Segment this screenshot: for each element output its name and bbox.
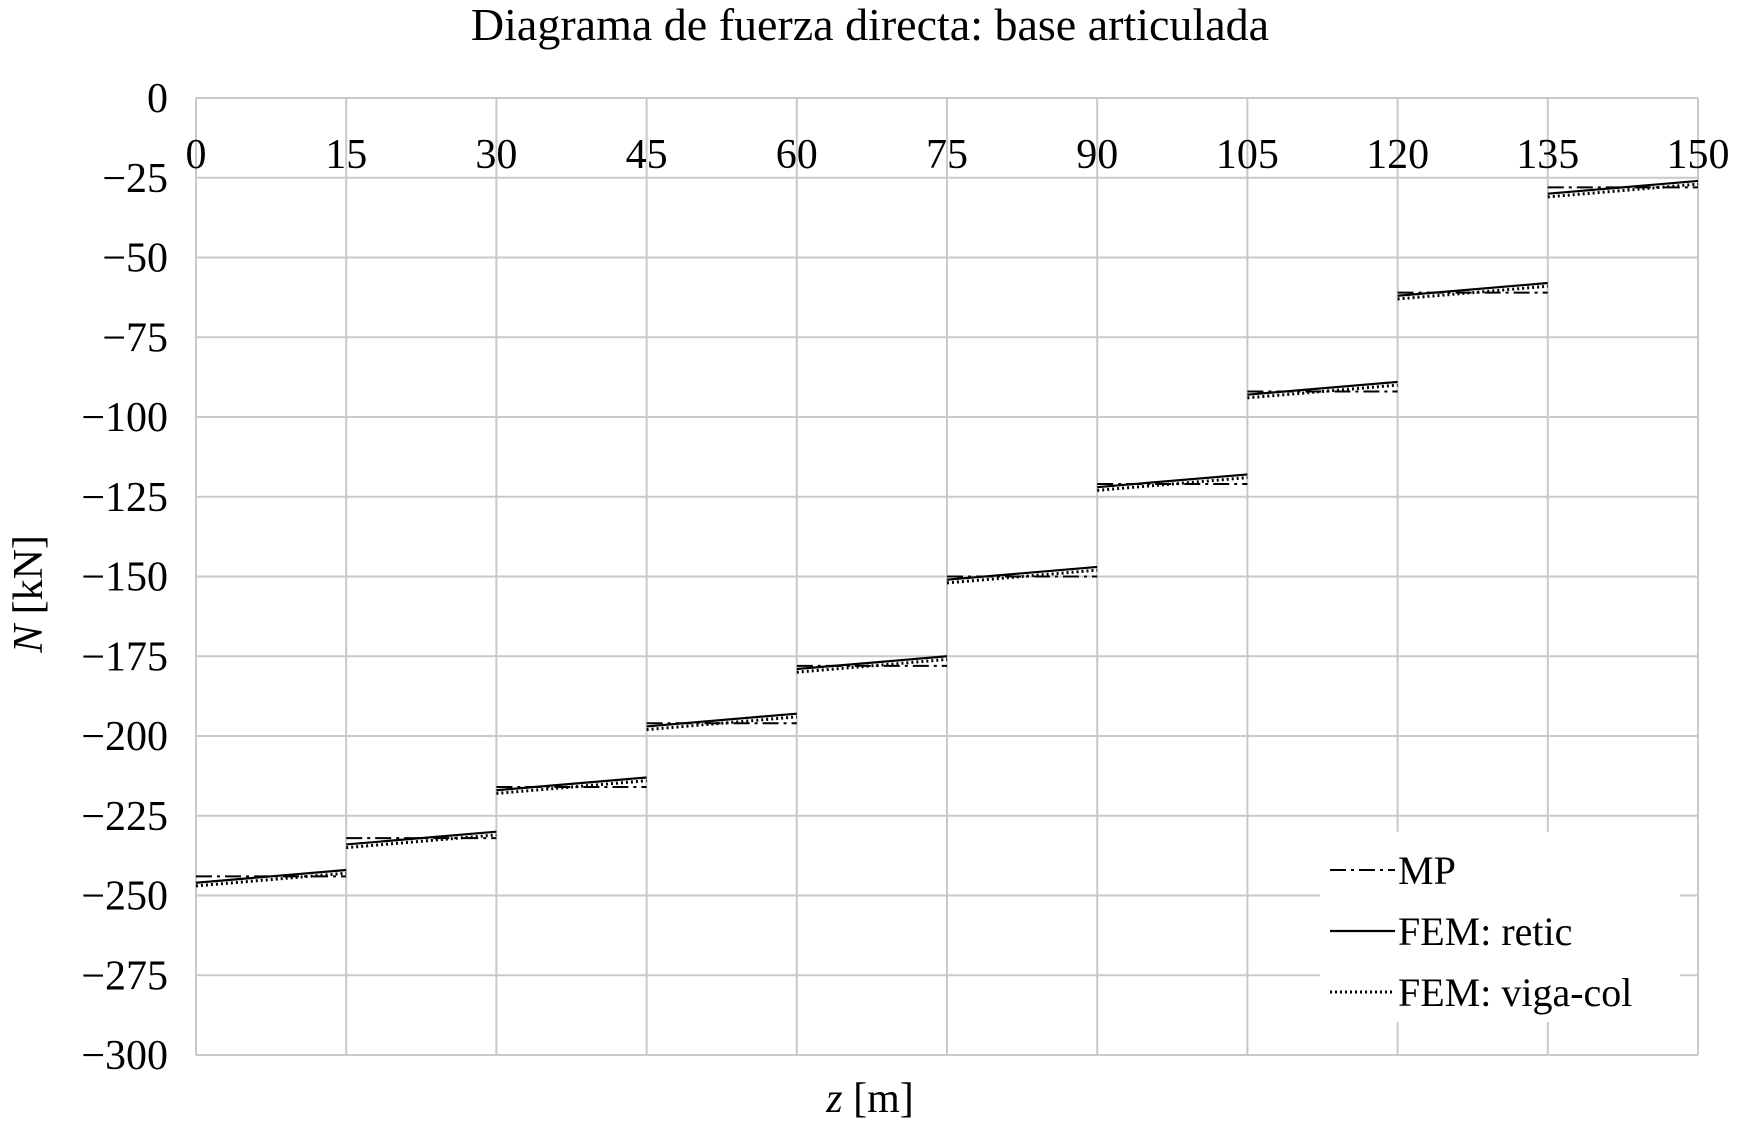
series-segment	[195, 871, 347, 888]
series-segment	[1097, 476, 1248, 492]
y-axis-label: N [kN]	[6, 535, 52, 654]
x-tick-label: 135	[1516, 132, 1579, 178]
x-tick-labels: 0 15 30 45 60 75 90 105 120 135 150	[186, 132, 1730, 178]
x-tick-label: 75	[926, 132, 968, 178]
legend-background	[1320, 832, 1680, 1022]
legend-label: MP	[1398, 848, 1456, 893]
y-tick-label: −300	[81, 1033, 168, 1079]
series-segment	[1397, 281, 1548, 297]
legend-label: FEM: viga-col	[1398, 970, 1632, 1015]
y-tick-label: −100	[81, 395, 168, 441]
y-axis-unit: [kN]	[6, 535, 52, 625]
y-tick-label: −125	[81, 475, 168, 521]
x-tick-label: 60	[776, 132, 818, 178]
series-segment	[946, 568, 1098, 585]
x-tick-label: 30	[475, 132, 517, 178]
y-tick-label: −175	[81, 634, 168, 680]
y-axis-variable: N	[6, 623, 52, 654]
y-tick-label: −250	[81, 874, 168, 920]
series-segment	[1547, 179, 1699, 195]
x-tick-label: 105	[1216, 132, 1279, 178]
series-segment	[796, 657, 948, 674]
x-tick-label: 15	[325, 132, 367, 178]
series-segment	[946, 565, 1098, 581]
legend: MP FEM: retic FEM: viga-col	[1320, 832, 1680, 1022]
y-tick-label: −200	[81, 714, 168, 760]
series-segment	[646, 715, 797, 732]
series-segment	[1097, 473, 1248, 489]
series-segment	[346, 830, 497, 846]
series-segment	[1247, 380, 1398, 396]
x-tick-label: 0	[186, 132, 207, 178]
y-tick-labels: 0 −25 −50 −75 −100 −125 −150 −175 −200 −225 −250 −2…	[81, 76, 168, 1079]
y-tick-label: −50	[102, 236, 168, 282]
y-tick-label: 0	[147, 76, 168, 122]
x-axis-unit: [m]	[843, 1076, 914, 1122]
series-group	[195, 179, 1699, 888]
x-tick-label: 90	[1076, 132, 1118, 178]
chart-title: Diagrama de fuerza directa: base articul…	[471, 0, 1269, 50]
y-tick-label: −225	[81, 794, 168, 840]
series-segment	[195, 868, 347, 884]
series-segment	[496, 776, 647, 792]
series-segment	[346, 833, 497, 850]
series-segment	[1547, 182, 1699, 199]
x-tick-label: 150	[1667, 132, 1730, 178]
series-segment	[496, 779, 647, 795]
x-axis-label: z [m]	[825, 1076, 914, 1122]
legend-label: FEM: retic	[1398, 909, 1572, 954]
y-tick-label: −25	[102, 156, 168, 202]
series-segment	[1247, 383, 1398, 400]
y-tick-label: −75	[102, 315, 168, 361]
x-tick-label: 45	[626, 132, 668, 178]
series-segment	[796, 655, 948, 671]
series-segment	[1397, 284, 1548, 301]
y-tick-label: −150	[81, 555, 168, 601]
series-segment	[646, 712, 797, 728]
x-tick-label: 120	[1366, 132, 1429, 178]
x-axis-variable: z	[825, 1076, 842, 1122]
series-fem-retic	[195, 179, 1699, 884]
series-fem-viga-col	[195, 182, 1699, 888]
y-tick-label: −275	[81, 953, 168, 999]
